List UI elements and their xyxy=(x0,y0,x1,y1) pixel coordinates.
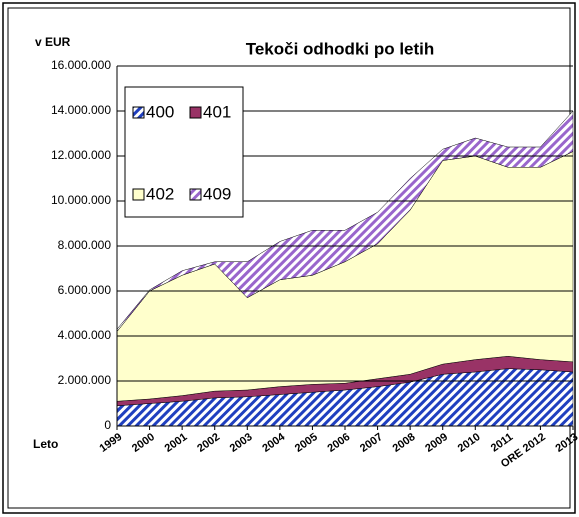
chart-title: Tekoči odhodki po letih xyxy=(246,39,435,58)
area-409 xyxy=(116,110,574,333)
legend-label: 401 xyxy=(203,102,231,121)
y-tick-label: 14.000.000 xyxy=(51,103,111,117)
legend-label: 400 xyxy=(146,102,174,121)
legend-label: 409 xyxy=(203,184,231,203)
legend-swatch xyxy=(189,106,202,119)
y-tick-label: 0 xyxy=(104,418,111,432)
x-axis-label: Leto xyxy=(33,437,58,451)
legend-swatch xyxy=(132,106,145,119)
legend-swatch xyxy=(189,188,202,201)
legend-swatch xyxy=(132,188,145,201)
legend-label: 402 xyxy=(146,184,174,203)
y-tick-label: 16.000.000 xyxy=(51,58,111,72)
y-tick-label: 10.000.000 xyxy=(51,193,111,207)
y-tick-label: 12.000.000 xyxy=(51,148,111,162)
y-tick-label: 4.000.000 xyxy=(58,328,112,342)
y-tick-label: 2.000.000 xyxy=(58,373,112,387)
legend-box xyxy=(124,86,244,218)
y-tick-label: 6.000.000 xyxy=(58,283,112,297)
y-axis-label: v EUR xyxy=(35,35,71,49)
y-tick-label: 8.000.000 xyxy=(58,238,112,252)
